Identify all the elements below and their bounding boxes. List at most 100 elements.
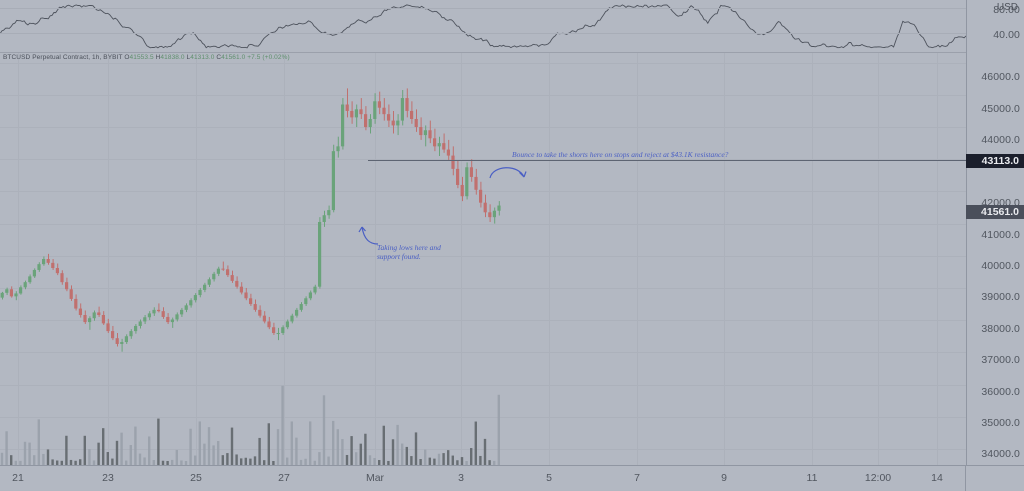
candle-body (410, 110, 414, 119)
volume-bar (143, 457, 146, 465)
candle-body (285, 321, 289, 328)
volume-bar (92, 460, 96, 465)
time-axis[interactable]: 21 23 25 27 Mar 3 5 7 9 11 12:00 14 (0, 465, 1024, 491)
candle-body (203, 284, 207, 290)
volume-bar (387, 460, 390, 465)
candle-body (88, 318, 92, 323)
volume-bar (244, 457, 247, 465)
candle-body (143, 317, 147, 322)
candle-body (479, 189, 483, 203)
candle-body (115, 338, 119, 344)
volume-bar (33, 455, 36, 465)
candle-body (442, 143, 446, 150)
candle-body (97, 312, 101, 316)
candle-body (400, 98, 404, 121)
volume-bar (327, 456, 330, 465)
volume-bar (405, 446, 408, 465)
time-tick-21: 21 (12, 472, 24, 484)
candle-body (276, 333, 280, 335)
candle-body (14, 293, 18, 297)
volume-bar (267, 423, 270, 465)
candle-body (37, 264, 41, 270)
candle-body (396, 120, 400, 126)
candle-body (69, 289, 73, 299)
candle-body (423, 130, 427, 136)
volume-bar (350, 436, 353, 465)
volume-bar (198, 421, 201, 465)
candle-body (433, 138, 437, 147)
ticker-legend[interactable]: BTCUSD Perpetual Contract, 1h, BYBIT O41… (3, 54, 290, 61)
candle-body (83, 315, 87, 323)
candle-body (414, 118, 418, 128)
volume-bar (115, 440, 119, 465)
up-arrow-icon (358, 226, 379, 245)
candle-body (226, 269, 230, 276)
candle-body (23, 282, 27, 288)
support-note[interactable]: Taking lows here and support found. (377, 243, 441, 261)
volume-bar (97, 442, 100, 465)
ticker-low-label: L (186, 54, 191, 61)
volume-bar (152, 460, 155, 465)
volume-bar (488, 460, 491, 465)
volume-bar (125, 460, 128, 465)
time-axis-divider (965, 466, 966, 491)
volume-bar (106, 452, 109, 465)
volume-bar (470, 448, 473, 465)
candle-body (469, 167, 473, 177)
volume-bar (157, 418, 160, 465)
volume-bar (276, 429, 280, 465)
volume-bar (433, 458, 436, 465)
time-tick-11: 11 (806, 472, 818, 484)
volume-bar (419, 459, 422, 465)
candle-body (318, 221, 322, 287)
resistance-trendline[interactable] (368, 160, 966, 161)
time-tick-25: 25 (190, 472, 202, 484)
candle-body (138, 321, 142, 326)
candle-body (216, 268, 220, 274)
volume-bar (28, 442, 31, 465)
volume-bar (14, 460, 17, 465)
candle-body (249, 298, 253, 305)
candle-body (124, 336, 128, 343)
price-scale[interactable]: USD 46000.0 45000.0 44000.0 42000.0 41000.0 4… (966, 0, 1024, 490)
volume-bar (364, 433, 367, 465)
volume-bar (456, 460, 459, 465)
volume-bar (322, 395, 326, 465)
candle-body (244, 292, 248, 299)
resistance-note[interactable]: Bounce to take the shorts here on stops … (512, 150, 729, 159)
price-tick-38000.0: 38000.0 (981, 323, 1020, 335)
candle-body (281, 327, 285, 334)
candle-body (497, 205, 501, 211)
candle-body (437, 143, 441, 147)
volume-bar (240, 458, 243, 465)
volume-bar (299, 459, 303, 465)
resistance-price-badge[interactable]: 43113.0 (966, 154, 1024, 168)
candle-body (193, 295, 197, 301)
price-chart-pane[interactable] (0, 53, 966, 465)
volume-bar (493, 460, 496, 465)
candle-body (55, 268, 59, 274)
volume-bar (180, 460, 183, 465)
volume-bar (368, 455, 372, 465)
volume-bar (88, 449, 91, 465)
time-tick-5: 5 (546, 472, 552, 484)
volume-bar (382, 425, 385, 465)
candle-body (9, 289, 13, 297)
candle-body (207, 279, 211, 285)
candle-body (488, 212, 492, 218)
candle-body (364, 114, 368, 128)
volume-bar (336, 429, 339, 465)
candle-body (147, 313, 151, 318)
price-tick-37000.0: 37000.0 (981, 354, 1020, 366)
volume-bar (134, 426, 137, 465)
oscillator-pane[interactable] (0, 0, 966, 52)
volume-bar (0, 452, 4, 465)
last-price-badge[interactable]: 41561.0 (966, 205, 1024, 219)
candle-body (474, 176, 478, 190)
volume-bar (396, 424, 399, 465)
candle-body (299, 304, 303, 310)
oscillator-gridline-80 (0, 8, 966, 9)
candle-body (230, 275, 234, 281)
volume-bar (212, 445, 215, 465)
volume-bar (359, 443, 362, 465)
